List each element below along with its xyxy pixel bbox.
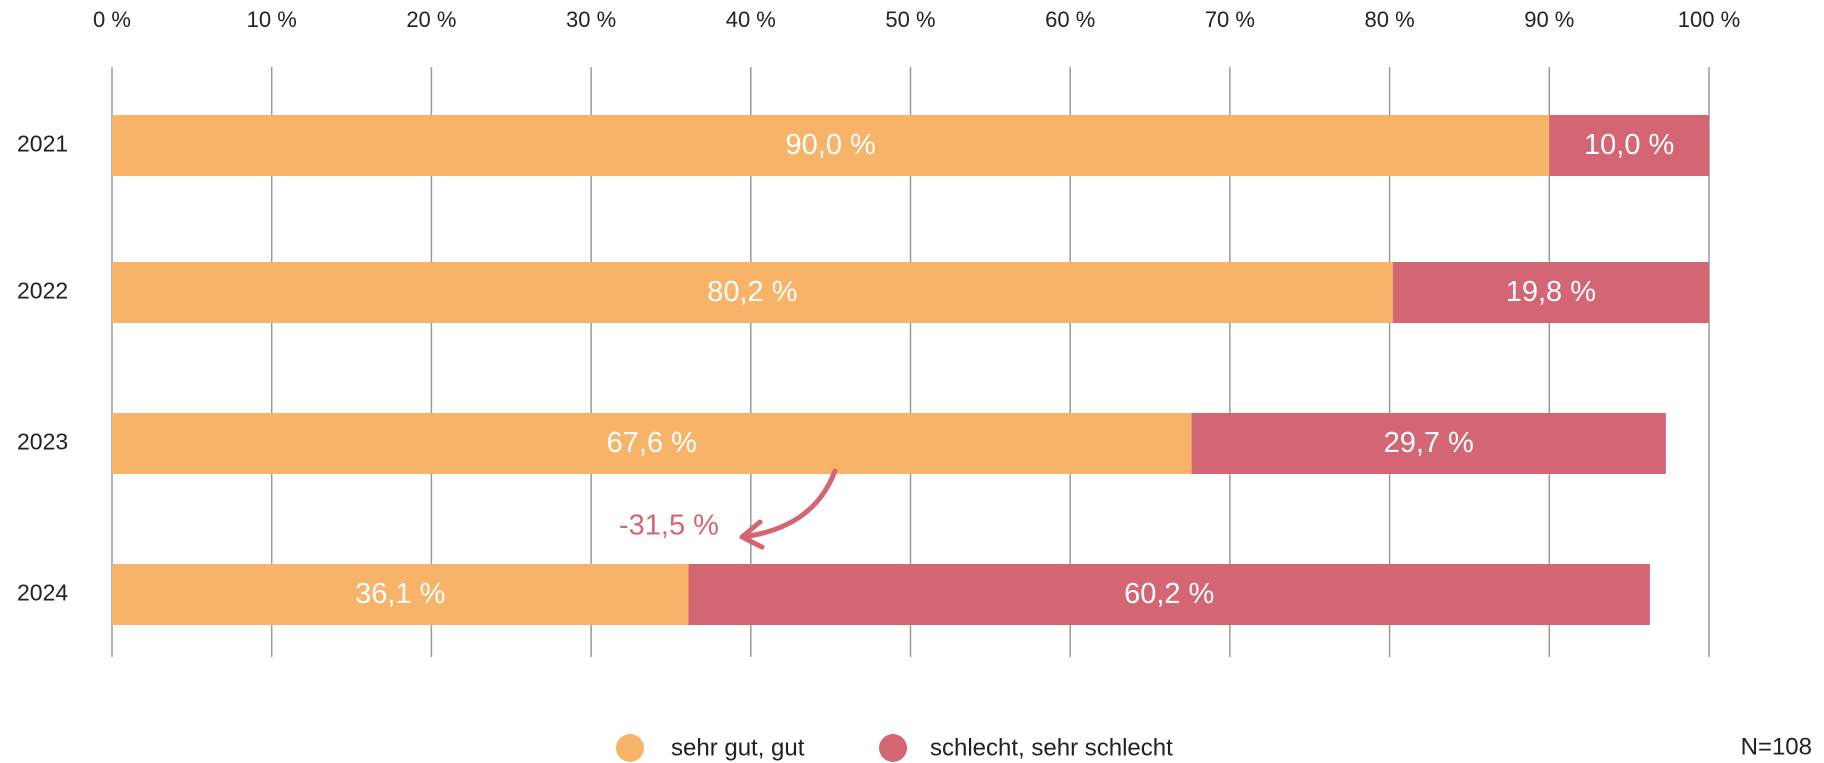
x-tick-label: 90 % [1524, 7, 1574, 32]
bar-segment [112, 564, 689, 625]
bar-segment [1549, 115, 1709, 176]
bar-segment [688, 564, 1650, 625]
x-tick-label: 30 % [566, 7, 616, 32]
y-tick-label: 2024 [17, 580, 68, 606]
note: N=108 [1741, 733, 1812, 760]
value-label: 60,2 % [1124, 578, 1214, 610]
x-tick-label: 10 % [247, 7, 297, 32]
y-tick-label: 2021 [17, 131, 68, 157]
annotation-arrow [741, 468, 838, 540]
x-tick-label: 20 % [406, 7, 456, 32]
value-label: 67,6 % [607, 427, 697, 459]
value-label: 80,2 % [707, 276, 797, 308]
legend-label: sehr gut, gut [671, 734, 805, 761]
value-label: 36,1 % [355, 578, 445, 610]
x-tick-label: 70 % [1205, 7, 1255, 32]
x-tick-label: 100 % [1678, 7, 1740, 32]
legend-label: schlecht, sehr schlecht [930, 734, 1173, 761]
y-tick-label: 2023 [17, 429, 68, 455]
value-label: 90,0 % [786, 129, 876, 161]
bar-segment [112, 413, 1192, 474]
value-label: 19,8 % [1506, 276, 1596, 308]
bar-segment [1191, 413, 1666, 474]
y-tick-label: 2022 [17, 278, 68, 304]
legend-marker [879, 734, 907, 762]
x-tick-label: 50 % [885, 7, 935, 32]
bar-segment [112, 115, 1550, 176]
x-tick-label: 40 % [726, 7, 776, 32]
value-label: 29,7 % [1384, 427, 1474, 459]
x-tick-label: 80 % [1365, 7, 1415, 32]
value-label: 10,0 % [1584, 129, 1674, 161]
bar-segment [1392, 262, 1709, 323]
x-tick-label: 0 % [93, 7, 131, 32]
legend-marker [616, 734, 644, 762]
annotation-arrowhead [739, 519, 765, 550]
bar-segment [112, 262, 1393, 323]
annotation: -31,5 % [619, 510, 719, 542]
x-tick-label: 60 % [1045, 7, 1095, 32]
bars: 90,0 % 10,0 % 80,2 % 19,8 % 67,6 % 29,7 % 36,1… [112, 115, 1709, 625]
